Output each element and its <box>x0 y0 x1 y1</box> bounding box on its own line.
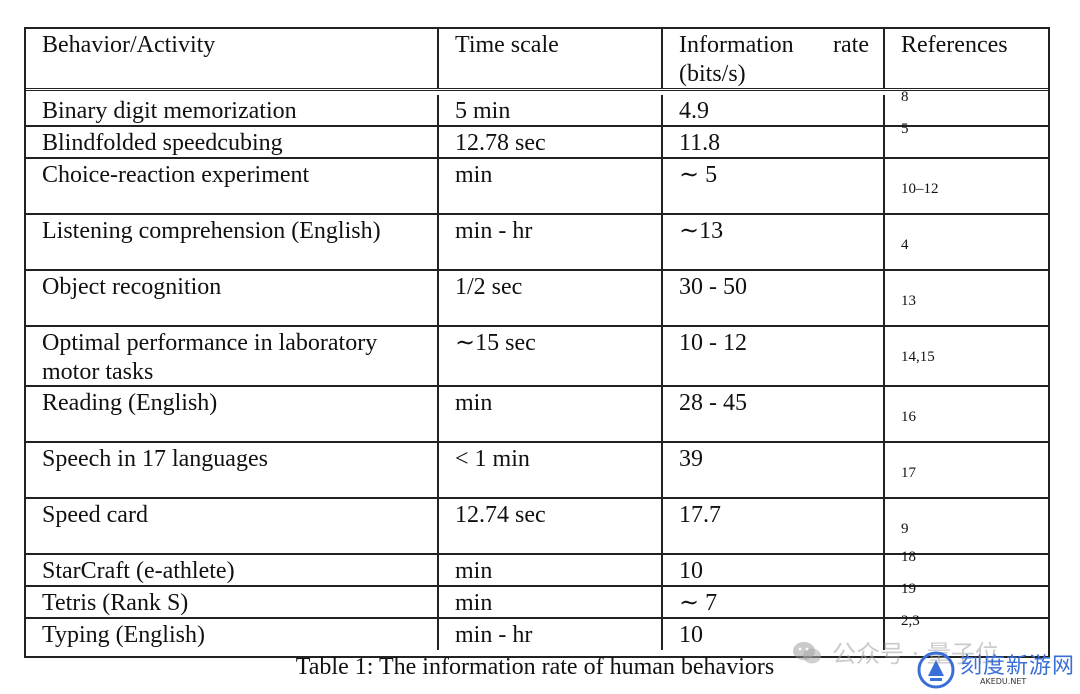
row-references-cell: 5 <box>885 121 1048 157</box>
row-behavior: Speech in 17 languages <box>26 443 439 497</box>
row-references: 5 <box>901 121 909 137</box>
table-row: Speed card 12.74 sec 17.7 9 <box>26 499 1048 555</box>
watermark-site-name: 刻度新游网 <box>960 654 1076 679</box>
table-header-row: Behavior/Activity Time scale Information… <box>26 29 1048 91</box>
row-references-cell: 19 <box>885 581 1048 617</box>
row-time-scale: min <box>439 387 663 441</box>
row-references-cell: 2,3 <box>885 613 1048 650</box>
row-references: 4 <box>901 237 909 253</box>
header-info-rate: Information rate (bits/s) <box>663 29 885 88</box>
table-row: Choice-reaction experiment min ∼ 5 10–12 <box>26 159 1048 215</box>
row-behavior: Optimal performance in laboratory motor … <box>26 327 439 385</box>
header-behavior: Behavior/Activity <box>26 29 439 88</box>
table-row: Speech in 17 languages < 1 min 39 17 <box>26 443 1048 499</box>
row-info-rate: 10 - 12 <box>663 327 885 385</box>
row-references: 17 <box>901 465 916 481</box>
row-info-rate: 30 - 50 <box>663 271 885 325</box>
table-row: Blindfolded speedcubing 12.78 sec 11.8 5 <box>26 121 1048 159</box>
row-behavior: Choice-reaction experiment <box>26 159 439 213</box>
row-references-cell: 16 <box>885 387 1048 441</box>
row-behavior: Object recognition <box>26 271 439 325</box>
row-references-cell: 17 <box>885 443 1048 497</box>
row-info-rate: 10 <box>663 619 885 650</box>
row-behavior: Reading (English) <box>26 387 439 441</box>
row-time-scale: min <box>439 159 663 213</box>
watermark-account-text: 公众号 · 量子位 <box>832 640 999 668</box>
row-references-cell: 8 <box>885 89 1048 125</box>
row-info-rate: 10 <box>663 555 885 585</box>
table-row: Object recognition 1/2 sec 30 - 50 13 <box>26 271 1048 327</box>
row-info-rate: 17.7 <box>663 499 885 553</box>
row-info-rate: 28 - 45 <box>663 387 885 441</box>
row-references: 19 <box>901 581 916 597</box>
table-row: Binary digit memorization 5 min 4.9 8 <box>26 89 1048 127</box>
row-info-rate: 39 <box>663 443 885 497</box>
row-behavior: Blindfolded speedcubing <box>26 127 439 157</box>
table-row: StarCraft (e-athlete) min 10 18 <box>26 549 1048 587</box>
row-time-scale: min <box>439 555 663 585</box>
row-time-scale: 12.74 sec <box>439 499 663 553</box>
row-behavior: Tetris (Rank S) <box>26 587 439 617</box>
row-info-rate: ∼ 5 <box>663 159 885 213</box>
table-caption: Table 1: The information rate of human b… <box>295 654 775 680</box>
row-references: 10–12 <box>901 181 939 197</box>
header-time-scale: Time scale <box>439 29 663 88</box>
table-row: Reading (English) min 28 - 45 16 <box>26 387 1048 443</box>
row-info-rate: ∼13 <box>663 215 885 269</box>
row-info-rate: 4.9 <box>663 95 885 125</box>
row-references-cell: 10–12 <box>885 159 1048 213</box>
akedu-logo-icon <box>917 651 955 689</box>
row-time-scale: ∼15 sec <box>439 327 663 385</box>
row-time-scale: 5 min <box>439 95 663 125</box>
row-time-scale: min - hr <box>439 619 663 650</box>
row-behavior: Speed card <box>26 499 439 553</box>
row-references: 14,15 <box>901 349 935 365</box>
row-time-scale: 12.78 sec <box>439 127 663 157</box>
watermark-site-url: AKEDU.NET <box>980 677 1027 686</box>
row-references-cell: 18 <box>885 549 1048 585</box>
row-references: 16 <box>901 409 916 425</box>
wechat-icon <box>793 642 821 664</box>
header-references: References <box>901 32 1008 58</box>
row-time-scale: 1/2 sec <box>439 271 663 325</box>
row-references-cell: 4 <box>885 215 1048 269</box>
table-row: Tetris (Rank S) min ∼ 7 19 <box>26 581 1048 619</box>
row-references-cell: 14,15 <box>885 327 1048 385</box>
row-references-cell: 13 <box>885 271 1048 325</box>
table-row: Typing (English) min - hr 10 2,3 <box>26 613 1048 650</box>
row-behavior: Typing (English) <box>26 619 439 650</box>
row-references: 13 <box>901 293 916 309</box>
table-row: Optimal performance in laboratory motor … <box>26 327 1048 387</box>
row-references-cell: 9 <box>885 499 1048 553</box>
row-info-rate: ∼ 7 <box>663 587 885 617</box>
row-time-scale: min <box>439 587 663 617</box>
row-references: 9 <box>901 521 909 537</box>
row-references: 8 <box>901 89 909 105</box>
row-behavior: Binary digit memorization <box>26 95 439 125</box>
row-behavior: StarCraft (e-athlete) <box>26 555 439 585</box>
row-info-rate: 11.8 <box>663 127 885 157</box>
row-references: 18 <box>901 549 916 565</box>
row-behavior: Listening comprehension (English) <box>26 215 439 269</box>
info-rate-table: Behavior/Activity Time scale Information… <box>24 27 1050 658</box>
row-time-scale: < 1 min <box>439 443 663 497</box>
row-time-scale: min - hr <box>439 215 663 269</box>
row-references: 2,3 <box>901 613 920 629</box>
table-row: Listening comprehension (English) min - h… <box>26 215 1048 271</box>
